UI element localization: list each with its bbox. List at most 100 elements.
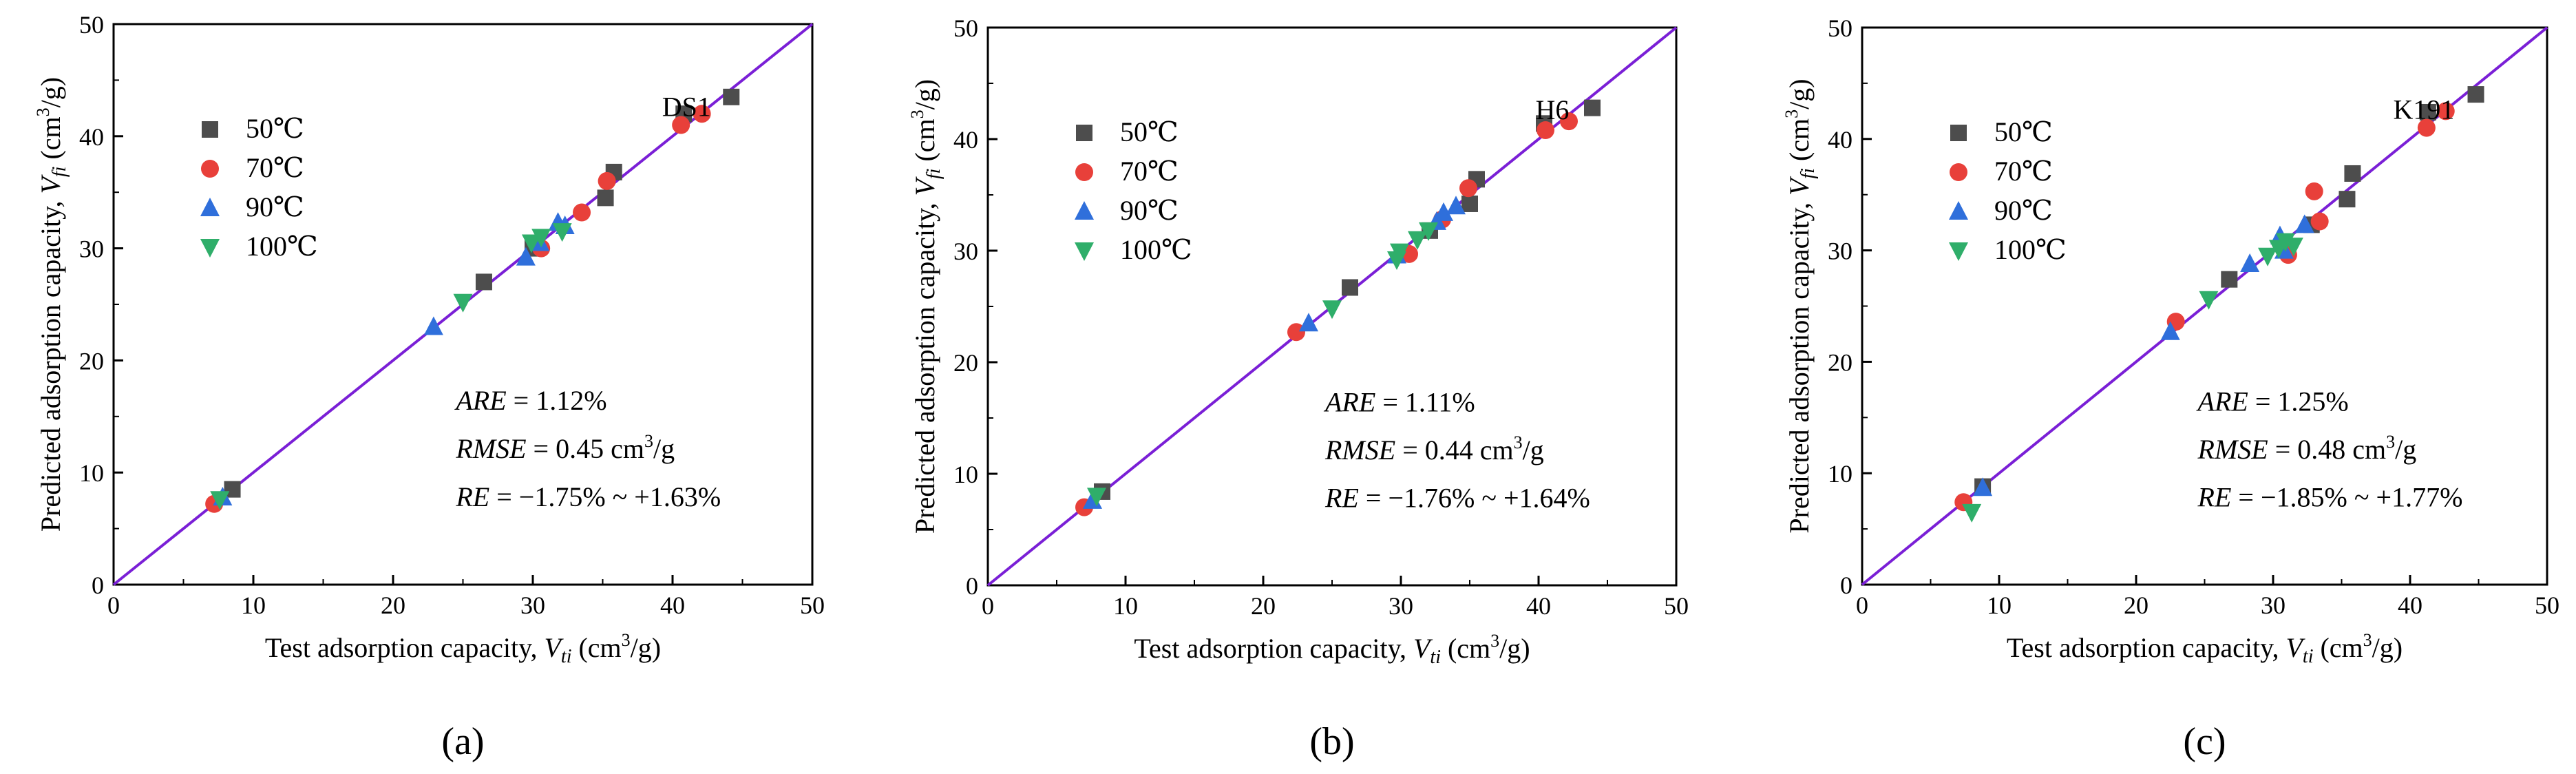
ann-re: RE = −1.76% ~ +1.64% bbox=[1324, 483, 1590, 514]
y-tick-label: 50 bbox=[1828, 14, 1852, 42]
x-tick-label: 20 bbox=[2124, 592, 2149, 619]
legend-marker bbox=[1075, 242, 1094, 261]
data-point bbox=[1287, 323, 1305, 342]
x-tick-label: 0 bbox=[982, 592, 994, 620]
y-tick-label: 40 bbox=[1828, 126, 1852, 154]
x-tick-label: 40 bbox=[1526, 592, 1551, 620]
y-tick-label: 20 bbox=[953, 349, 978, 377]
data-point bbox=[2240, 253, 2260, 273]
x-axis-title: Test adsorption capacity, Vti (cm3/g) bbox=[2007, 630, 2403, 667]
y-tick-label: 20 bbox=[79, 347, 104, 375]
legend-label: 90℃ bbox=[1994, 195, 2053, 226]
data-point bbox=[475, 273, 492, 291]
legend-label: 70℃ bbox=[1120, 156, 1179, 187]
dataset-title: DS1 bbox=[662, 91, 711, 122]
data-point bbox=[2339, 191, 2356, 208]
x-tick-label: 30 bbox=[2261, 592, 2285, 619]
ann-are: ARE = 1.12% bbox=[454, 385, 606, 416]
legend-label: 90℃ bbox=[1120, 195, 1179, 226]
ann-are: ARE = 1.11% bbox=[1323, 386, 1475, 417]
data-point bbox=[210, 491, 230, 510]
data-point bbox=[2160, 321, 2180, 340]
x-tick-label: 50 bbox=[1664, 592, 1689, 620]
series-4 bbox=[1087, 222, 1438, 507]
ann-rmse: RMSE = 0.45 cm3/g bbox=[455, 431, 675, 464]
data-point bbox=[1408, 231, 1427, 250]
data-point bbox=[597, 189, 614, 207]
y-tick-label: 30 bbox=[1828, 238, 1852, 265]
x-axis-title: Test adsorption capacity, Vti (cm3/g) bbox=[265, 630, 661, 667]
data-point bbox=[598, 171, 616, 190]
data-point bbox=[423, 316, 443, 335]
y-tick-label: 20 bbox=[1828, 348, 1852, 376]
y-tick-label: 10 bbox=[1828, 460, 1852, 488]
data-point bbox=[1446, 196, 1466, 215]
ann-re: RE = −1.75% ~ +1.63% bbox=[455, 481, 721, 512]
data-point bbox=[2344, 165, 2361, 182]
data-point bbox=[1390, 243, 1409, 262]
x-tick-label: 20 bbox=[1251, 592, 1276, 620]
data-point bbox=[2199, 291, 2219, 310]
legend-label: 100℃ bbox=[1994, 234, 2067, 265]
y-axis-title: Predicted adsorption capacity, Vfi (cm3/… bbox=[1782, 79, 1819, 533]
data-point bbox=[2305, 182, 2323, 200]
chart-panel-2: 0 10 20 30 40 50 0 10 20 30 40 50 Test adsorption ca… bbox=[907, 14, 1689, 763]
data-point bbox=[2417, 118, 2436, 137]
legend-label: 100℃ bbox=[246, 231, 318, 262]
data-point bbox=[1299, 313, 1318, 332]
x-axis-title: Test adsorption capacity, Vti (cm3/g) bbox=[1134, 631, 1530, 668]
data-point bbox=[2419, 103, 2436, 121]
legend-marker bbox=[200, 198, 220, 216]
legend-label: 70℃ bbox=[1994, 156, 2053, 187]
x-tick-label: 20 bbox=[381, 592, 405, 619]
legend-label: 70℃ bbox=[246, 152, 304, 183]
x-tick-label: 50 bbox=[2535, 592, 2559, 619]
legend-marker bbox=[1950, 163, 1967, 181]
legend-marker bbox=[1949, 201, 1968, 220]
data-point bbox=[2221, 271, 2238, 288]
data-point bbox=[2258, 247, 2278, 266]
y-tick-label: 30 bbox=[953, 238, 978, 265]
series-4 bbox=[210, 223, 572, 510]
data-point bbox=[1419, 222, 1438, 241]
y-tick-label: 10 bbox=[79, 459, 104, 487]
data-point bbox=[531, 229, 551, 248]
legend-marker bbox=[1076, 125, 1092, 141]
y-tick-label: 30 bbox=[79, 236, 104, 263]
data-point bbox=[693, 105, 711, 123]
data-point bbox=[1962, 503, 1982, 523]
ann-re: RE = −1.85% ~ +1.77% bbox=[2197, 482, 2463, 513]
legend-marker bbox=[202, 121, 218, 138]
data-point bbox=[1322, 300, 1342, 320]
x-tick-label: 10 bbox=[1987, 592, 2012, 619]
x-tick-label: 30 bbox=[520, 592, 545, 619]
data-point bbox=[672, 116, 690, 134]
panel-label: (c) bbox=[2183, 720, 2226, 763]
chart-panel-1: 0 10 20 30 40 50 0 10 20 30 40 50 Test adsorption ca… bbox=[33, 11, 825, 763]
data-point bbox=[1560, 112, 1578, 131]
x-tick-label: 10 bbox=[1113, 592, 1138, 620]
x-tick-label: 50 bbox=[800, 592, 825, 619]
data-point bbox=[1342, 279, 1358, 296]
legend-marker bbox=[1075, 163, 1093, 181]
data-point bbox=[2467, 86, 2484, 103]
x-tick-label: 40 bbox=[2398, 592, 2422, 619]
data-point bbox=[2283, 238, 2303, 257]
data-point bbox=[2436, 102, 2455, 121]
data-point bbox=[723, 88, 740, 105]
data-point bbox=[573, 203, 591, 222]
y-axis-title: Predicted adsorption capacity, Vfi (cm3/… bbox=[907, 79, 944, 534]
legend-marker bbox=[201, 160, 219, 178]
legend-marker bbox=[1950, 125, 1967, 141]
panel-label: (a) bbox=[441, 720, 484, 763]
ann-are: ARE = 1.25% bbox=[2196, 386, 2349, 417]
legend: 50℃ 70℃ 90℃ 100℃ bbox=[1075, 116, 1192, 265]
y-tick-label: 40 bbox=[953, 126, 978, 154]
data-point bbox=[1461, 195, 1478, 212]
data-point bbox=[1459, 179, 1477, 198]
legend: 50℃ 70℃ 90℃ 100℃ bbox=[200, 113, 318, 262]
x-tick-label: 30 bbox=[1389, 592, 1413, 620]
legend-marker bbox=[1949, 242, 1968, 261]
y-tick-label: 40 bbox=[79, 123, 104, 151]
